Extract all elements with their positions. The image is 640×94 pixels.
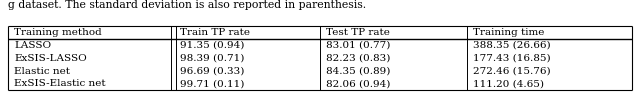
Text: Test TP rate: Test TP rate	[326, 28, 390, 37]
Text: 83.01 (0.77): 83.01 (0.77)	[326, 41, 391, 50]
Text: 272.46 (15.76): 272.46 (15.76)	[473, 67, 551, 76]
Text: 82.06 (0.94): 82.06 (0.94)	[326, 79, 391, 88]
Text: ExSIS-LASSO: ExSIS-LASSO	[14, 54, 87, 63]
Text: 99.71 (0.11): 99.71 (0.11)	[180, 79, 244, 88]
Text: 388.35 (26.66): 388.35 (26.66)	[473, 41, 551, 50]
Text: 96.69 (0.33): 96.69 (0.33)	[180, 67, 244, 76]
Text: 111.20 (4.65): 111.20 (4.65)	[473, 79, 544, 88]
Text: 98.39 (0.71): 98.39 (0.71)	[180, 54, 244, 63]
Text: g dataset. The standard deviation is also reported in parenthesis.: g dataset. The standard deviation is als…	[8, 0, 366, 10]
Text: Train TP rate: Train TP rate	[180, 28, 250, 37]
Text: 82.23 (0.83): 82.23 (0.83)	[326, 54, 391, 63]
Text: Training method: Training method	[14, 28, 102, 37]
Text: 177.43 (16.85): 177.43 (16.85)	[473, 54, 551, 63]
Text: ExSIS-Elastic net: ExSIS-Elastic net	[14, 79, 106, 88]
Text: 91.35 (0.94): 91.35 (0.94)	[180, 41, 244, 50]
Text: LASSO: LASSO	[14, 41, 51, 50]
Text: Elastic net: Elastic net	[14, 67, 70, 76]
Text: Training time: Training time	[473, 28, 545, 37]
Text: 84.35 (0.89): 84.35 (0.89)	[326, 67, 391, 76]
